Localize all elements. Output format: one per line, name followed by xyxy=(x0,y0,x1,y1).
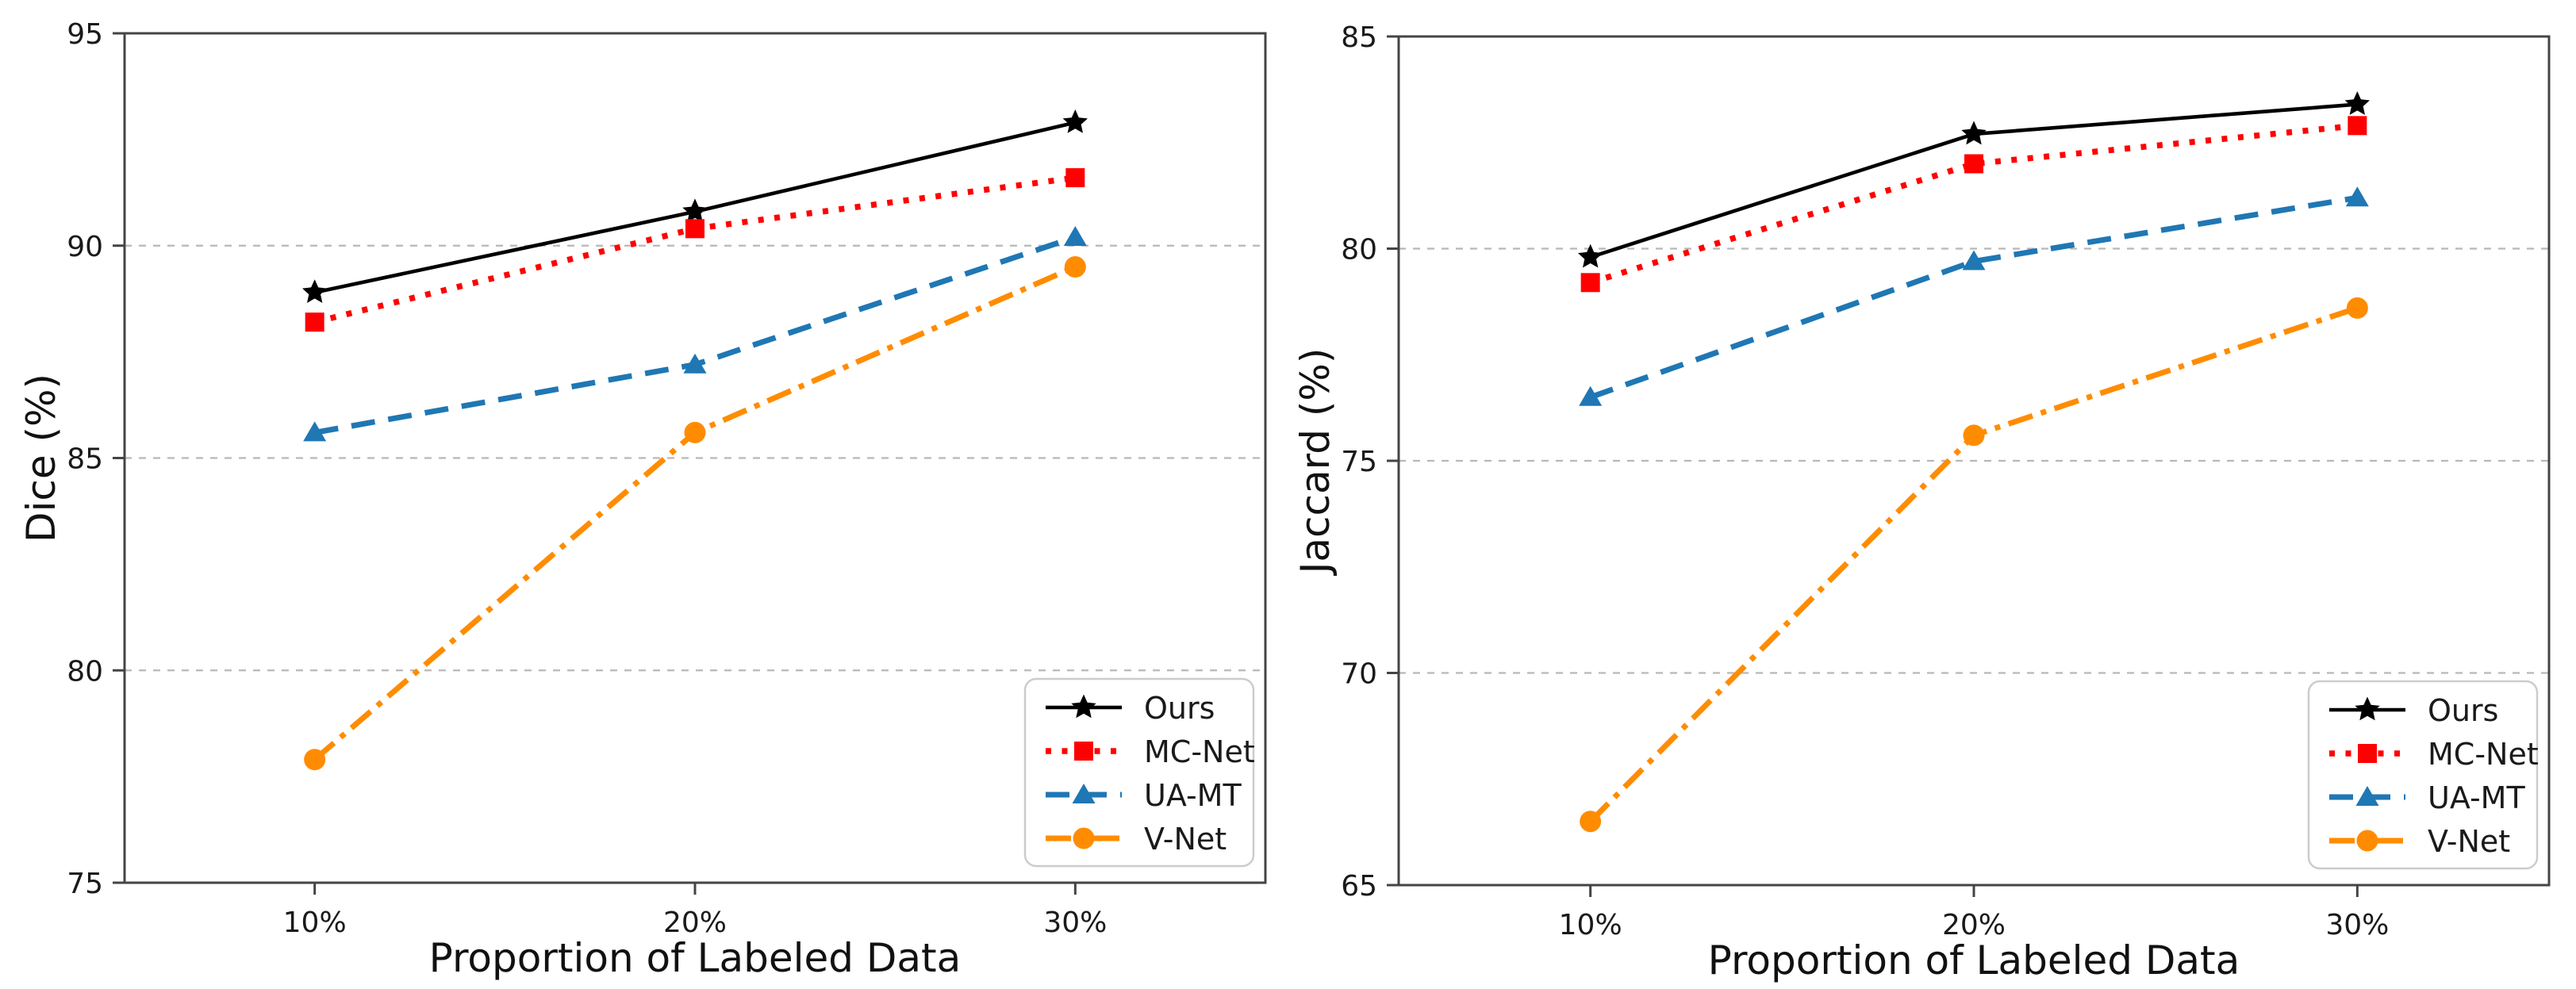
legend-entry-Ours: Ours xyxy=(1046,691,1215,726)
legend-entry-UA-MT: UA-MT xyxy=(1046,778,1242,813)
y-tick-label: 85 xyxy=(1341,21,1377,54)
legend-entry-MC-Net: MC-Net xyxy=(1046,734,1255,769)
y-tick-label: 80 xyxy=(1341,234,1377,266)
square-marker xyxy=(305,312,324,332)
star-marker xyxy=(1062,109,1088,133)
triangle-marker xyxy=(2345,186,2369,207)
star-marker xyxy=(302,279,328,303)
star-marker xyxy=(1071,694,1096,719)
square-marker xyxy=(1065,168,1085,188)
x-axis-label: Proportion of Labeled Data xyxy=(1708,937,2240,983)
legend-box xyxy=(1023,677,1255,868)
star-marker xyxy=(1578,243,1603,268)
x-tick-label: 10% xyxy=(283,907,347,939)
legend-label: V-Net xyxy=(2428,824,2510,859)
triangle-marker xyxy=(1072,784,1096,803)
legend-entry-V-Net: V-Net xyxy=(1046,822,1227,857)
legend-entry-MC-Net: MC-Net xyxy=(2329,737,2539,772)
circle-marker xyxy=(1963,424,1985,447)
circle-marker xyxy=(1073,827,1095,849)
triangle-marker xyxy=(1962,250,1986,270)
star-marker xyxy=(682,198,708,223)
star-marker xyxy=(1961,121,1987,145)
y-tick-label: 85 xyxy=(67,443,103,476)
y-tick-label: 75 xyxy=(67,868,103,900)
x-axis-label: Proportion of Labeled Data xyxy=(429,935,962,981)
circle-marker xyxy=(1064,256,1086,278)
legend-entry-UA-MT: UA-MT xyxy=(2329,780,2525,815)
square-marker xyxy=(2358,744,2377,763)
legend-entry-Ours: Ours xyxy=(2329,693,2498,728)
y-tick-label: 90 xyxy=(67,231,103,263)
y-axis-label: Jaccard (%) xyxy=(1292,348,1338,577)
series-line-V-Net xyxy=(1588,305,2359,824)
y-tick-label: 70 xyxy=(1341,658,1377,691)
square-marker xyxy=(685,219,704,239)
triangle-marker xyxy=(1579,385,1603,406)
dice-chart: 75 80 85 90 95 10% 20% 30% Proportion of Labeled… xyxy=(18,18,1267,981)
y-tick-label: 65 xyxy=(1341,870,1377,903)
square-marker xyxy=(1580,273,1600,293)
series-line-MC-Net xyxy=(1589,122,2358,286)
legend-label: MC-Net xyxy=(2428,737,2539,772)
circle-marker xyxy=(684,421,706,443)
square-marker xyxy=(1964,154,1983,174)
series-line-V-Net xyxy=(313,264,1077,762)
y-tick-label: 75 xyxy=(1341,446,1377,478)
legend: Ours MC-Net UA-MT V-Net xyxy=(1023,677,1255,868)
x-tick-label: 30% xyxy=(2325,909,2389,941)
circle-marker xyxy=(2356,830,2378,852)
legend-label: Ours xyxy=(1144,691,1215,726)
legend-label: UA-MT xyxy=(2428,780,2525,815)
triangle-marker xyxy=(683,353,707,374)
circle-marker xyxy=(1580,811,1602,833)
legend: Ours MC-Net UA-MT V-Net xyxy=(2307,680,2539,870)
triangle-marker xyxy=(1063,226,1087,247)
square-marker xyxy=(1074,742,1093,761)
square-marker xyxy=(2348,116,2367,136)
jaccard-chart: 65 70 75 80 85 10% 20% 30% Proportion of Labeled… xyxy=(1292,21,2551,983)
triangle-marker xyxy=(2355,786,2379,806)
triangle-marker xyxy=(303,421,327,442)
legend-entry-V-Net: V-Net xyxy=(2329,824,2510,859)
circle-marker xyxy=(2346,297,2368,319)
x-tick-label: 30% xyxy=(1043,907,1107,939)
star-marker xyxy=(2344,91,2370,115)
legend-box xyxy=(2307,680,2539,870)
x-tick-label: 20% xyxy=(1942,909,2006,941)
legend-label: V-Net xyxy=(1144,822,1227,857)
legend-label: Ours xyxy=(2428,693,2498,728)
legend-label: UA-MT xyxy=(1144,778,1242,813)
star-marker xyxy=(2355,696,2380,721)
series-line-UA-MT xyxy=(1589,194,2358,401)
circle-marker xyxy=(304,749,326,771)
y-axis-label: Dice (%) xyxy=(18,374,64,542)
y-tick-label: 80 xyxy=(67,655,103,688)
legend-label: MC-Net xyxy=(1144,734,1255,769)
x-tick-label: 10% xyxy=(1559,909,1622,941)
x-tick-label: 20% xyxy=(663,907,727,939)
y-tick-label: 95 xyxy=(67,18,103,51)
